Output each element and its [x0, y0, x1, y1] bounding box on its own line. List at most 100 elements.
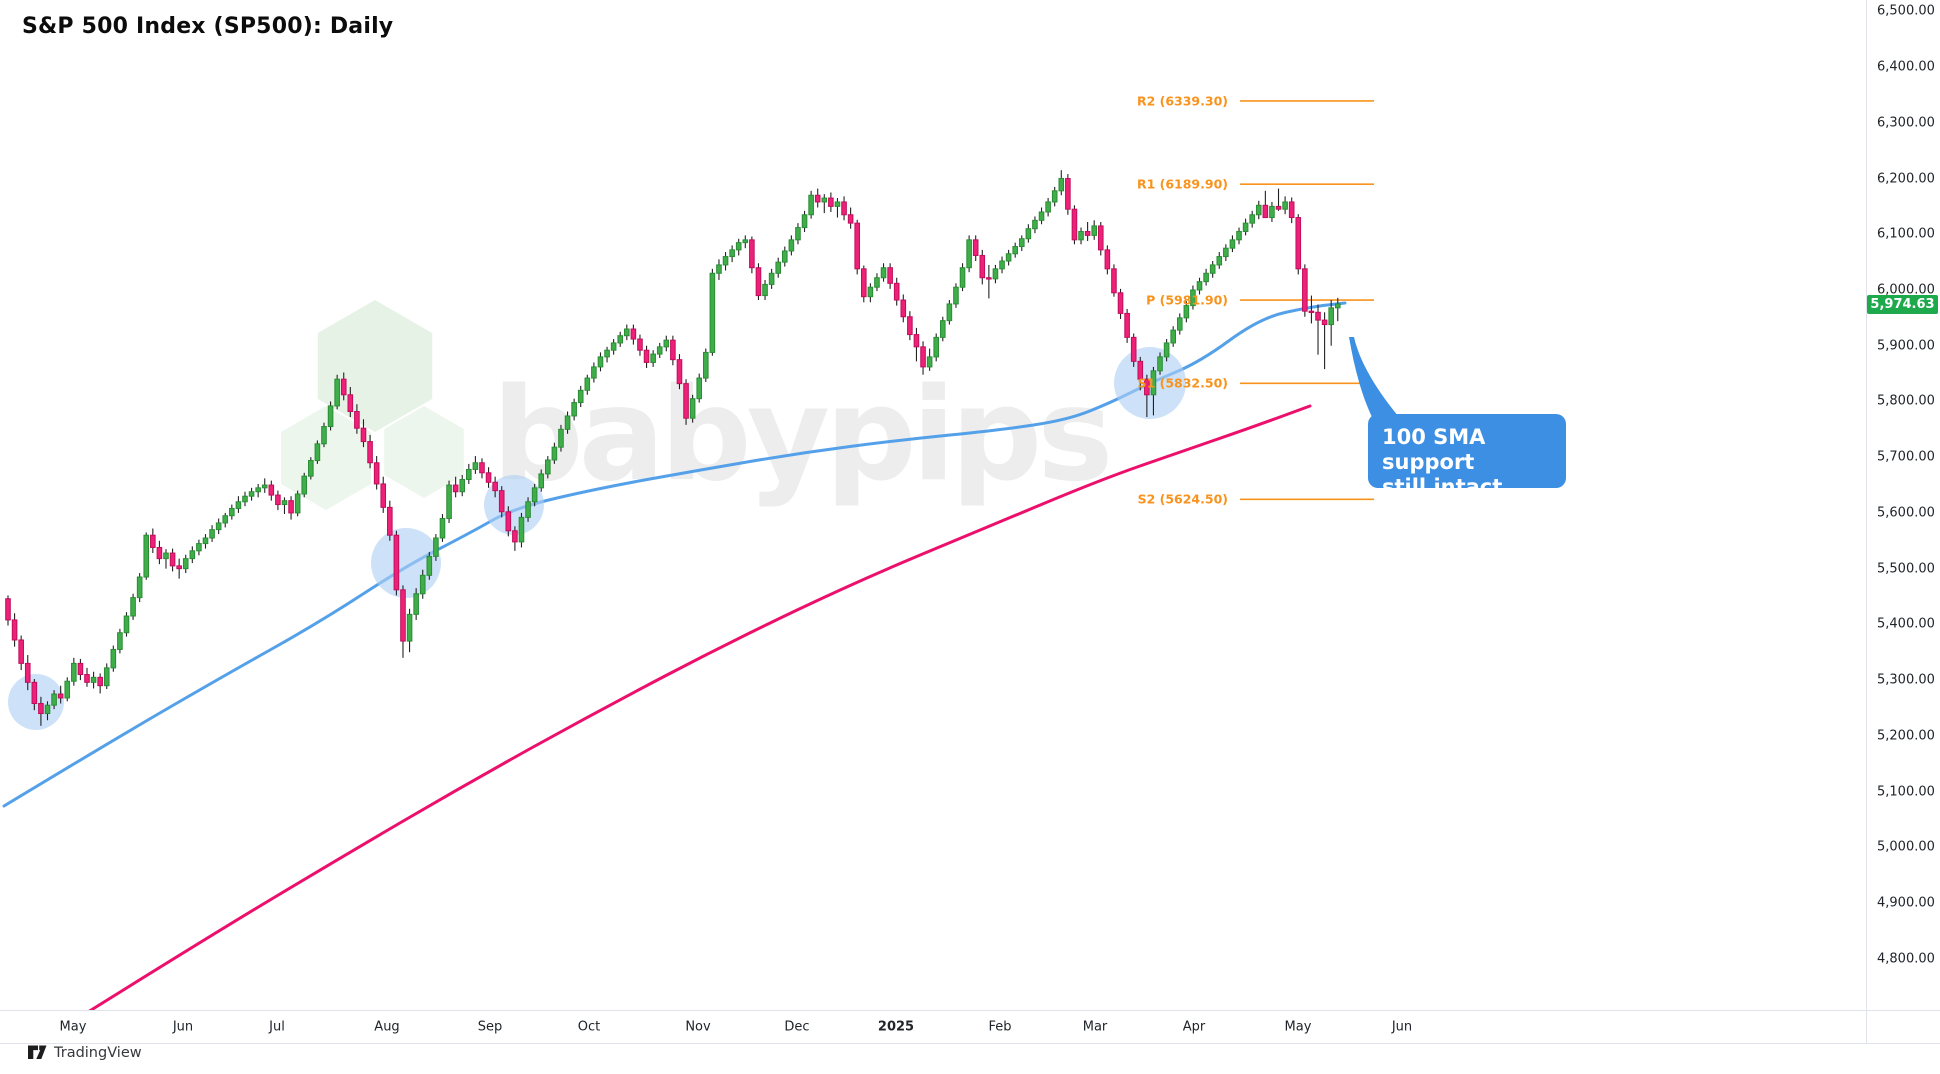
candle-up: [939, 320, 946, 338]
candle-up: [136, 576, 143, 599]
candle-down: [176, 565, 182, 570]
candle-up: [1051, 190, 1058, 203]
candle-down: [492, 481, 498, 492]
candle-down: [1295, 217, 1302, 270]
candle-down: [18, 639, 24, 664]
y-axis-label: 4,900.00: [1877, 895, 1935, 911]
candle-up: [308, 460, 314, 477]
candle-up: [722, 256, 729, 266]
y-axis-label: 5,800.00: [1877, 393, 1935, 409]
candle-up: [1058, 178, 1065, 192]
candle-down: [887, 267, 893, 284]
candle-up: [545, 459, 551, 475]
candle-up: [808, 194, 814, 216]
y-axis-label: 5,400.00: [1877, 616, 1935, 632]
candle-up: [966, 239, 972, 269]
candle-up: [1150, 370, 1157, 396]
candle-down: [900, 299, 907, 318]
candle-up: [222, 515, 229, 524]
y-axis-label: 5,000.00: [1877, 839, 1935, 855]
candle-up: [1170, 329, 1176, 344]
y-axis-label: 5,100.00: [1877, 784, 1935, 800]
candle-down: [156, 546, 163, 560]
y-axis-label: 5,700.00: [1877, 449, 1935, 465]
candle-up: [1157, 356, 1163, 372]
x-axis-label-sep: Sep: [477, 1019, 503, 1035]
y-axis-label: 5,300.00: [1877, 672, 1935, 688]
candle-down: [452, 484, 459, 493]
candle-up: [143, 534, 150, 578]
candle-down: [268, 484, 275, 496]
candle-up: [624, 328, 630, 337]
babypips-logo-watermark: [281, 300, 464, 510]
y-axis-label: 6,300.00: [1877, 115, 1935, 131]
candle-down: [1315, 311, 1321, 321]
pivot-label-r2: R2 (6339.30): [1136, 93, 1228, 109]
candle-up: [334, 378, 340, 407]
candle-down: [393, 534, 400, 591]
candle-up: [795, 227, 801, 241]
pivot-label-p: P (5981.90): [1146, 292, 1228, 308]
candle-up: [1269, 205, 1275, 219]
x-axis-label-mar: Mar: [1082, 1019, 1108, 1035]
x-axis-label-2025: 2025: [877, 1019, 915, 1035]
candle-down: [1084, 230, 1091, 236]
tradingview-label: TradingView: [54, 1044, 142, 1061]
candle-up: [1183, 305, 1190, 319]
candle-down: [1288, 201, 1295, 219]
candle-up: [650, 353, 656, 363]
babypips-watermark: babypips: [492, 361, 1113, 510]
candle-down: [1275, 205, 1282, 210]
candle-up: [689, 398, 696, 419]
candle-up: [525, 501, 531, 518]
candle-up: [781, 250, 788, 263]
candle-down: [907, 316, 913, 336]
candle-down: [354, 410, 360, 429]
pivot-label-r1: R1 (6189.90): [1136, 176, 1228, 192]
candle-down: [670, 339, 676, 361]
candle-down: [347, 394, 354, 412]
candle-up: [577, 389, 584, 404]
time-axis[interactable]: May Jun Jul Aug Sep Oct Nov Dec 2025 Feb Mar Apr May…: [0, 1010, 1940, 1044]
y-axis-label: 5,600.00: [1877, 505, 1935, 521]
candles: [5, 170, 1341, 726]
candle-down: [893, 282, 900, 301]
candle-up: [531, 487, 538, 503]
candle-down: [1065, 178, 1071, 210]
candle-up: [1282, 201, 1288, 210]
candle-up: [466, 468, 472, 480]
candle-up: [953, 286, 959, 305]
candle-up: [110, 648, 117, 669]
candle-down: [630, 328, 637, 340]
candle-down: [637, 338, 643, 351]
candle-down: [84, 674, 90, 683]
candle-up: [946, 303, 953, 322]
candle-up: [1190, 289, 1196, 307]
candle-up: [1163, 342, 1170, 358]
candle-up: [834, 201, 841, 207]
candle-down: [360, 427, 367, 443]
candle-up: [584, 377, 591, 391]
candle-down: [275, 494, 281, 506]
candle-down: [854, 222, 861, 270]
candle-down: [1130, 336, 1137, 362]
candle-up: [604, 349, 610, 358]
candle-up: [571, 402, 577, 417]
candle-down: [847, 214, 854, 224]
x-axis-label-nov: Nov: [685, 1019, 711, 1035]
candle-up: [867, 286, 874, 298]
x-axis-label-may: May: [59, 1019, 87, 1035]
candle-up: [117, 632, 123, 650]
candle-down: [1111, 268, 1117, 294]
callout-line1: 100 SMA support: [1382, 425, 1486, 474]
candle-up: [71, 662, 77, 682]
candle-up: [933, 336, 940, 358]
price-axis[interactable]: 6,500.00 6,400.00 6,300.00 6,200.00 6,100.00…: [1866, 0, 1940, 1010]
candle-down: [169, 552, 176, 567]
chart-canvas[interactable]: [0, 0, 1866, 1010]
candle-up: [696, 377, 703, 400]
candle-up: [821, 197, 828, 203]
candle-down: [1104, 249, 1111, 270]
candle-up: [1196, 281, 1203, 291]
x-axis-label-feb: Feb: [988, 1019, 1012, 1035]
